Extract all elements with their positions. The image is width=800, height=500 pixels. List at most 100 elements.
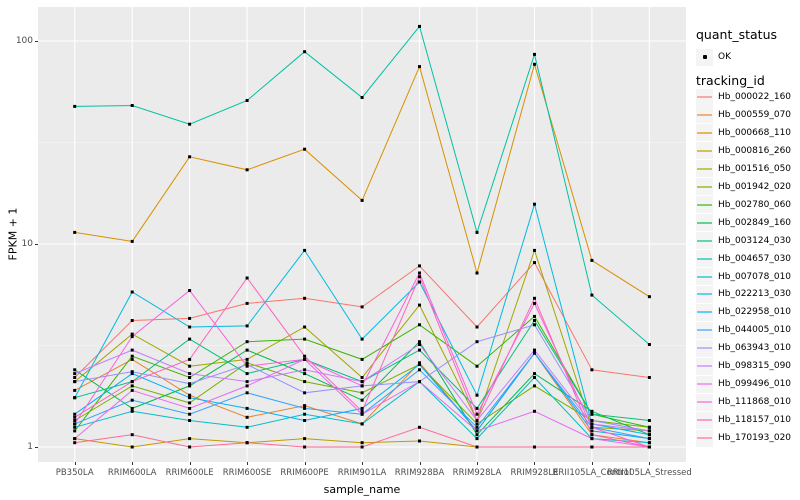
data-point	[303, 337, 307, 341]
legend-key-box	[696, 88, 713, 106]
legend-key-box	[696, 411, 713, 429]
data-point	[533, 323, 536, 327]
legend-item-label: Hb_007078_010	[718, 271, 792, 282]
legend-item-Hb_044005_010: Hb_044005_010	[696, 321, 791, 339]
data-point	[73, 425, 77, 429]
legend-item-label: Hb_000668_110	[718, 127, 792, 138]
data-point	[130, 409, 134, 413]
x-tick-mark	[649, 462, 651, 465]
legend-key-box	[696, 48, 713, 66]
data-point	[303, 391, 307, 395]
legend-item-Hb_118157_010: Hb_118157_010	[696, 411, 791, 429]
data-point	[245, 357, 249, 361]
legend-item-Hb_000668_110: Hb_000668_110	[696, 124, 791, 142]
data-point	[130, 332, 134, 336]
legend-item-label: Hb_003124_030	[718, 235, 792, 246]
data-point	[73, 380, 77, 384]
data-point	[475, 422, 479, 426]
data-point	[475, 230, 479, 234]
y-tick-mark	[35, 41, 38, 42]
x-tick-label: RRIM928BA	[394, 468, 445, 478]
legend-item-Hb_022958_010: Hb_022958_010	[696, 303, 791, 321]
data-point	[188, 289, 192, 292]
data-point	[188, 316, 192, 320]
data-point	[303, 368, 307, 372]
data-point	[245, 441, 249, 445]
data-point	[188, 437, 192, 441]
legend-item-Hb_001942_020: Hb_001942_020	[696, 178, 791, 196]
x-tick-mark	[247, 462, 249, 465]
legend-line-swatch	[697, 149, 712, 152]
data-point	[360, 357, 364, 361]
data-point	[188, 376, 192, 379]
y-tick-mark	[35, 447, 38, 448]
data-point	[533, 202, 536, 206]
data-point	[188, 419, 192, 422]
data-point	[475, 325, 479, 329]
data-point	[360, 412, 364, 416]
data-point	[533, 376, 536, 379]
data-point	[245, 324, 249, 328]
data-point	[130, 406, 134, 410]
data-point	[303, 357, 307, 361]
data-point	[360, 422, 364, 426]
y-tick-mark	[35, 244, 38, 245]
data-point	[360, 96, 364, 99]
x-tick-mark	[591, 462, 593, 465]
data-point	[533, 52, 536, 56]
legend-item-label: Hb_000022_160	[718, 92, 792, 102]
data-point	[73, 437, 77, 441]
legend-key-box	[696, 142, 713, 160]
legend-line-swatch	[697, 96, 712, 98]
legend-item-Hb_002780_060: Hb_002780_060	[696, 196, 791, 214]
legend-item-Hb_003124_030: Hb_003124_030	[696, 232, 791, 250]
data-point	[360, 441, 364, 445]
legend-line-swatch	[697, 113, 712, 116]
legend-key-box	[696, 303, 713, 321]
data-point	[303, 372, 307, 376]
x-tick-label: RRIM928LE	[510, 468, 559, 478]
data-point	[475, 433, 479, 437]
legend-key-box	[696, 196, 713, 214]
legend-item-Hb_063943_010: Hb_063943_010	[696, 339, 791, 357]
data-point	[590, 422, 594, 426]
data-point	[130, 335, 134, 339]
data-point	[303, 419, 307, 422]
data-point	[188, 406, 192, 410]
data-point	[533, 372, 536, 376]
legend-item-label: Hb_022213_030	[718, 289, 792, 300]
data-point	[245, 348, 249, 352]
data-point	[590, 293, 594, 297]
data-point	[590, 258, 594, 262]
data-point	[130, 319, 134, 322]
data-point	[73, 422, 77, 426]
plot-canvas	[38, 7, 686, 462]
data-point	[418, 363, 421, 366]
data-point	[590, 445, 594, 449]
data-point	[303, 406, 307, 410]
legend-line-swatch	[697, 383, 712, 386]
data-point	[475, 412, 479, 416]
data-point	[130, 388, 134, 392]
data-point	[245, 425, 249, 429]
data-point	[73, 368, 77, 372]
data-point	[475, 425, 479, 429]
data-point	[130, 290, 134, 294]
data-point	[130, 104, 134, 107]
data-point	[418, 340, 421, 344]
ok-point-icon	[702, 55, 707, 59]
data-point	[647, 295, 651, 299]
data-point	[418, 425, 421, 429]
legend-item-Hb_007078_010: Hb_007078_010	[696, 268, 791, 286]
y-axis-title: FPKM + 1	[6, 207, 20, 261]
legend-line-swatch	[697, 257, 712, 260]
legend-item-label: Hb_118157_010	[718, 415, 792, 426]
data-point	[418, 368, 421, 372]
data-point	[360, 391, 364, 395]
data-point	[475, 271, 479, 275]
data-point	[360, 337, 364, 341]
legend-line-swatch	[697, 437, 712, 440]
legend-key-box	[696, 214, 713, 232]
data-point	[590, 368, 594, 372]
